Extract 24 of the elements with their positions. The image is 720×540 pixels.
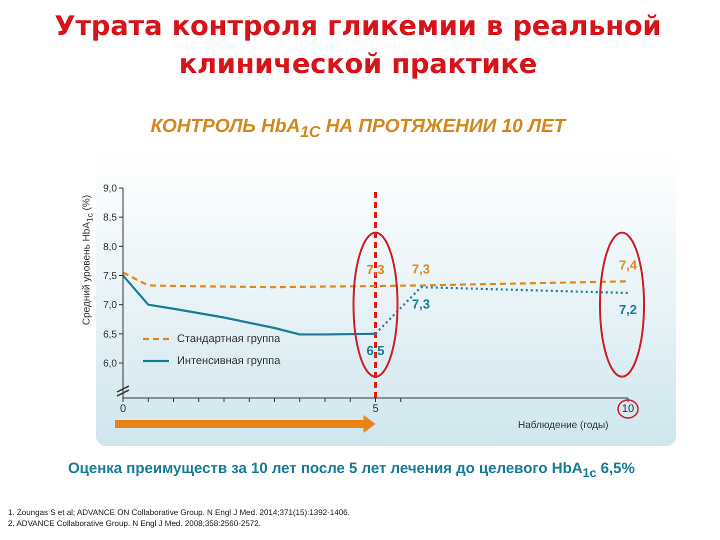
x-tick-label: 5: [372, 402, 379, 415]
text: 2. ADVANCE Collaborative Group. N Engl J Med. 2008;358:2560-2572.: [8, 519, 261, 528]
x-axis-title: Наблюдение (годы): [518, 420, 608, 431]
legend-label: Интенсивная группа: [177, 355, 280, 367]
data-label: 7,3: [412, 261, 430, 276]
chart-subtitle: КОНТРОЛЬ HbA$_{1C}$ НА ПРОТЯЖЕНИИ 10 ЛЕТ: [150, 116, 568, 142]
y-tick-label: 9,0: [103, 184, 118, 195]
data-label: 7,3: [412, 296, 430, 312]
y-tick-label: 7,5: [103, 271, 118, 282]
y-tick-label: 8,0: [103, 242, 118, 253]
data-label: 6,5: [366, 343, 385, 358]
y-tick-label: 8,5: [103, 212, 118, 224]
chart-title: Утрата контроля гликемии в реальной клинической практике: [54, 10, 662, 82]
y-tick-label: 7,0: [103, 300, 118, 312]
text: 1. Zoungas S et al; ADVANCE ON Collaborative Group. N Engl J Med. 2014;371(15):1392-1406.: [8, 508, 350, 517]
text: Оценка преимуществ за 10 лет после 5 лет лечения до целевого HbA$_{1c}$ 6,5%: [68, 460, 636, 480]
data-label: 7,4: [618, 257, 638, 272]
x-tick-label: 0: [120, 402, 126, 415]
y-tick-label: 6,5: [103, 329, 118, 340]
data-label: 7,2: [618, 302, 638, 318]
y-tick-label: 6,0: [103, 358, 118, 370]
x-tick-label: 10: [622, 402, 634, 415]
legend-label: Стандартная группа: [177, 333, 280, 345]
data-label: 7,3: [366, 262, 385, 277]
